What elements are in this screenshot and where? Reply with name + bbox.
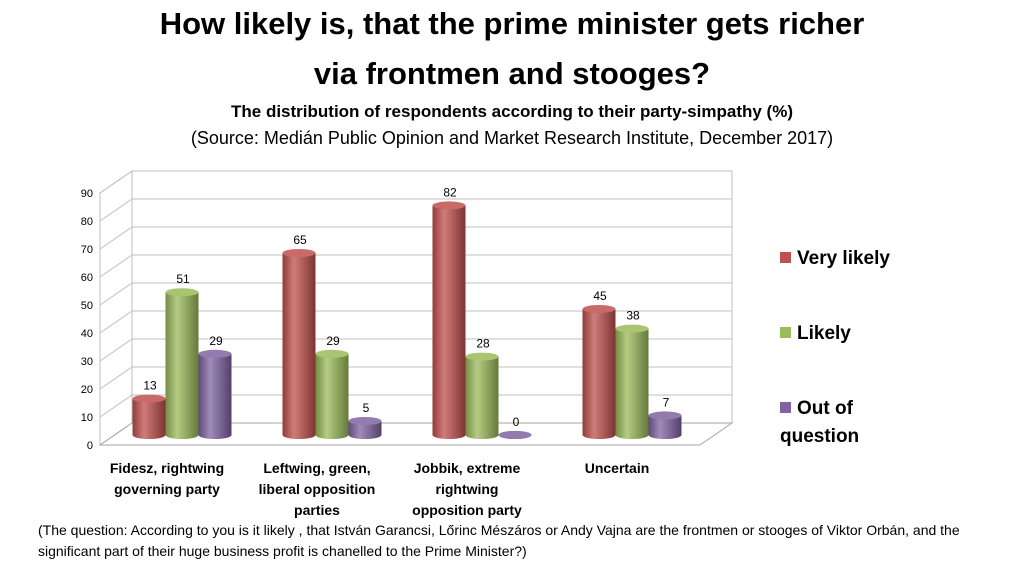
gridline-diagonal (99, 310, 133, 334)
data-label: 29 (326, 334, 340, 348)
bar-out-of-question (648, 411, 682, 439)
y-tick-label: 30 (81, 356, 93, 368)
x-category-label: Jobbik, extreme rightwing opposition party (412, 460, 522, 518)
bar-very-likely (432, 201, 466, 439)
data-label: 29 (209, 334, 223, 348)
y-tick-label: 80 (81, 216, 93, 228)
bars (132, 201, 682, 439)
footnote: (The question: According to you is it li… (38, 522, 960, 559)
y-tick-label: 50 (81, 300, 93, 312)
bar-chart: 0 10 20 30 40 50 60 70 80 90 13 51 29 65 29 5 82 28 0 45 38… (81, 170, 734, 518)
legend-label: Very likely (797, 248, 890, 269)
gridline-diagonal (99, 366, 133, 390)
data-label: 7 (663, 395, 670, 409)
gridline-diagonal (99, 254, 133, 278)
y-tick-label: 0 (87, 440, 93, 452)
legend-swatch (780, 327, 791, 338)
y-tick-label: 10 (81, 412, 93, 424)
chart-title-line1: How likely is, that the prime minister g… (159, 6, 865, 41)
x-category-label: Uncertain (585, 460, 650, 476)
bar-out-of-question (348, 417, 382, 439)
data-label: 38 (626, 309, 640, 323)
data-label: 13 (143, 379, 157, 393)
data-labels: 13 51 29 65 29 5 82 28 0 45 38 7 (143, 185, 669, 429)
y-tick-label: 40 (81, 328, 93, 340)
x-category-label: Fidesz, rightwing governing party (110, 460, 224, 497)
legend-item: Very likely (780, 245, 900, 273)
x-category-label: Leftwing, green, liberal opposition partie… (259, 460, 376, 518)
y-tick-label: 90 (81, 188, 93, 200)
data-label: 51 (176, 272, 190, 286)
bar-very-likely (582, 305, 616, 439)
bar-likely (315, 349, 349, 439)
gridline-diagonal (99, 282, 133, 306)
legend-swatch (780, 252, 791, 263)
data-label: 82 (443, 185, 457, 199)
chart-subtitle: The distribution of respondents accordin… (231, 102, 793, 121)
chart-grid (98, 170, 734, 446)
bar-likely (165, 288, 199, 439)
bar-out-of-question (498, 431, 532, 439)
gridline-diagonal (99, 198, 133, 222)
gridline-diagonal (99, 226, 133, 250)
bar-very-likely (282, 249, 316, 439)
legend-label: Out of question (780, 398, 860, 447)
legend-item: Likely (780, 320, 900, 348)
chart-source: (Source: Medián Public Opinion and Marke… (190, 128, 834, 148)
gridline-diagonal (99, 338, 133, 362)
y-tick-label: 70 (81, 244, 93, 256)
bar-out-of-question (198, 349, 232, 439)
bar-likely (465, 352, 499, 439)
chart-title-line2: via frontmen and stooges? (313, 56, 711, 91)
y-tick-label: 20 (81, 384, 93, 396)
y-tick-label: 60 (81, 272, 93, 284)
legend-swatch (780, 402, 791, 413)
x-axis-categories: Fidesz, rightwing governing party Leftwing… (110, 460, 649, 518)
bar-very-likely (132, 394, 166, 439)
data-label: 45 (593, 289, 607, 303)
data-label: 0 (513, 415, 520, 429)
data-label: 5 (363, 401, 370, 415)
y-axis-ticks: 0 10 20 30 40 50 60 70 80 90 (81, 188, 93, 452)
data-label: 28 (476, 337, 490, 351)
legend-label: Likely (797, 323, 851, 344)
bar-likely (615, 324, 649, 439)
data-label: 65 (293, 233, 307, 247)
side-wall (99, 170, 133, 446)
gridline-diagonal (99, 394, 133, 418)
gridline-diagonal (99, 170, 133, 194)
legend-item: Out of question (780, 395, 900, 451)
